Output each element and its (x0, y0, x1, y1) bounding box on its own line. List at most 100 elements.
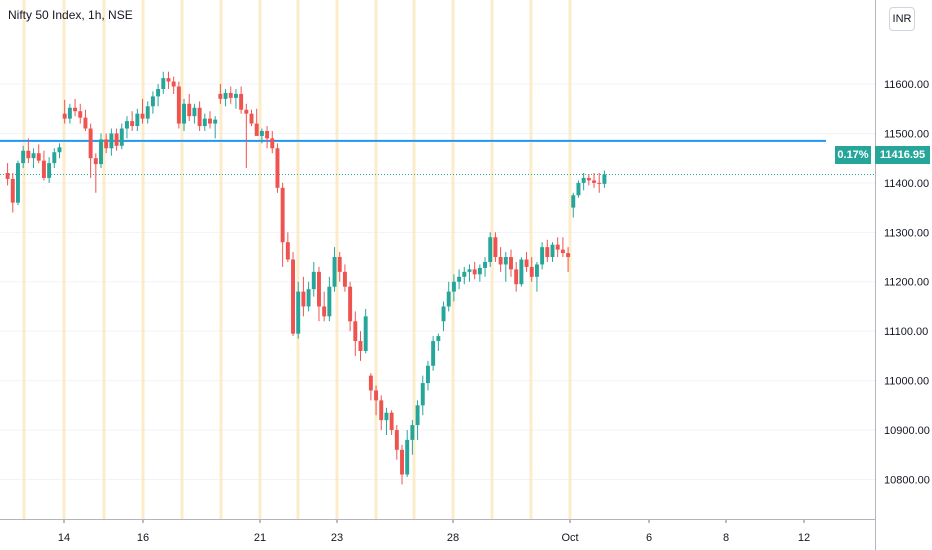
candle-body (363, 316, 368, 351)
x-tick-label: 21 (254, 532, 266, 544)
candle-body (348, 286, 353, 322)
candle-body (431, 341, 436, 366)
candle-body (488, 237, 493, 262)
candle-body (41, 160, 46, 178)
candle-body (519, 259, 524, 285)
candle-body (379, 400, 384, 421)
candle-body (291, 259, 295, 334)
x-tick-label: 12 (798, 532, 810, 544)
candle-body (244, 109, 249, 114)
candle-body (405, 439, 410, 475)
candle-body (420, 383, 425, 406)
candle-body (254, 123, 259, 136)
currency-button[interactable]: INR (889, 7, 915, 31)
x-tick-label: 6 (646, 532, 652, 544)
candle-body (16, 163, 20, 203)
candle-body (67, 107, 72, 119)
candle-body (135, 113, 140, 127)
candle-body (446, 291, 451, 307)
candle-body (31, 153, 36, 159)
x-tick-label: Oct (561, 532, 578, 544)
candle-body (150, 96, 155, 107)
candle-body (176, 86, 181, 124)
candle-body (161, 78, 166, 89)
candle-body (171, 81, 176, 87)
candle-body (327, 286, 332, 317)
candle-body (47, 163, 52, 178)
y-tick-label: 11500.00 (884, 128, 929, 140)
candle-body (597, 182, 602, 184)
candle-body (545, 247, 550, 258)
candle-body (467, 269, 472, 272)
candle-body (119, 128, 124, 146)
candle-body (337, 257, 342, 272)
x-tick-label: 8 (723, 532, 729, 544)
y-tick-label: 11200.00 (884, 277, 929, 289)
candle-body (472, 269, 477, 275)
candle-body (342, 271, 347, 287)
candle-body (571, 195, 576, 208)
x-tick-label: 23 (331, 532, 343, 544)
candle-body (410, 425, 415, 440)
candle-body (57, 147, 62, 153)
candle-body (270, 138, 275, 149)
candle-body (285, 242, 290, 260)
candle-body (99, 139, 103, 165)
candle-body (514, 269, 519, 285)
candle-body (301, 291, 306, 307)
candle-body (592, 180, 596, 183)
candle-body (602, 174, 607, 184)
candle-body (441, 306, 446, 322)
candle-body (239, 93, 244, 110)
candle-body (10, 178, 15, 203)
candle-body (109, 133, 114, 149)
candle-body (529, 266, 534, 277)
candle-body (202, 118, 207, 127)
candle-body (462, 271, 467, 277)
candle-body (197, 107, 202, 127)
candle-body (550, 244, 555, 258)
candle-body (280, 187, 285, 243)
candle-body (368, 375, 373, 391)
candle-body (140, 113, 145, 119)
candle-body (524, 259, 529, 267)
candle-body (317, 271, 321, 307)
candle-body (576, 182, 581, 196)
candle-body (52, 152, 57, 164)
candle-body (311, 271, 316, 290)
change-percent-badge: 0.17% (835, 146, 871, 164)
candle-body (265, 130, 270, 139)
candle-body (208, 118, 212, 124)
x-tick-label: 16 (137, 532, 149, 544)
x-tick-label: 14 (58, 532, 70, 544)
candle-body (483, 261, 488, 268)
candle-body (218, 93, 223, 99)
candle-body (306, 289, 311, 307)
candle-body (83, 117, 88, 129)
candle-body (415, 405, 420, 426)
candle-body (394, 430, 399, 450)
chart-title: Nifty 50 Index, 1h, NSE (8, 8, 133, 22)
candle-body (353, 321, 358, 342)
candle-body (374, 390, 379, 401)
candle-body (233, 93, 238, 98)
candle-body (78, 111, 83, 118)
candle-body (477, 267, 482, 275)
candle-body (145, 106, 150, 119)
candle-body (358, 341, 363, 351)
candle-body (560, 249, 565, 254)
candle-body (93, 158, 98, 165)
candle-body (130, 121, 135, 127)
last-price-badge: 11416.95 (875, 146, 930, 164)
candle-body (182, 103, 187, 124)
candle-body (73, 107, 78, 112)
candle-body (581, 177, 586, 183)
y-tick-label: 10800.00 (884, 474, 930, 486)
candle-body (259, 130, 264, 136)
candle-body (296, 291, 301, 334)
y-tick-label: 11300.00 (884, 227, 929, 239)
candle-body (436, 336, 441, 342)
candle-body (62, 113, 67, 119)
candle-body (509, 257, 513, 270)
